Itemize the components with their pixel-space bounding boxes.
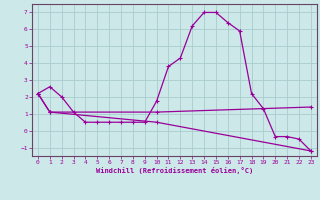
X-axis label: Windchill (Refroidissement éolien,°C): Windchill (Refroidissement éolien,°C) <box>96 167 253 174</box>
